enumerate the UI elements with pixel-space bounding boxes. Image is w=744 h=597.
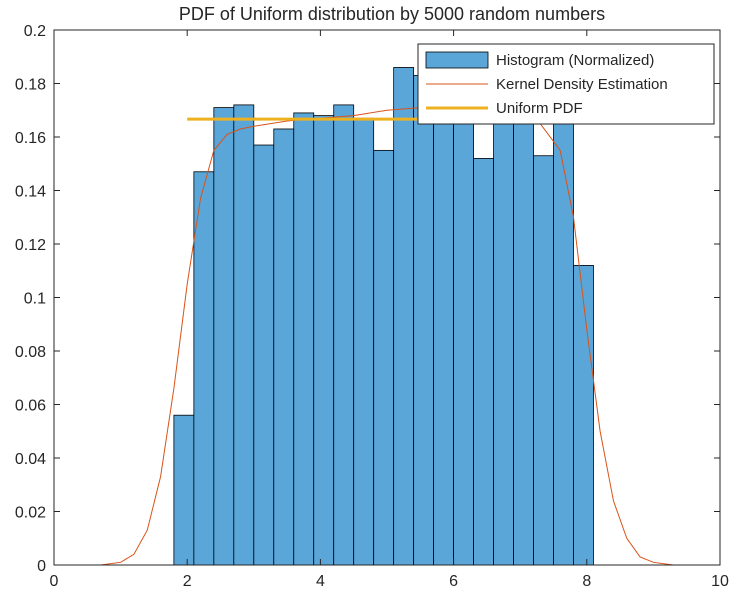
histogram-bar <box>173 414 195 566</box>
y-tick-label: 0.08 <box>15 344 46 361</box>
histogram-bar <box>473 157 494 566</box>
y-tick-label: 0.02 <box>15 505 46 522</box>
histogram-bar <box>333 104 355 566</box>
x-tick-label: 10 <box>711 573 729 590</box>
histogram-bar <box>413 75 435 566</box>
legend: Histogram (Normalized) Kernel Density Est… <box>417 43 715 125</box>
histogram-bar <box>353 117 375 566</box>
histogram-bar <box>493 107 514 566</box>
histogram-bar <box>273 128 295 566</box>
histogram-bar <box>373 149 395 566</box>
kde-line <box>100 107 674 566</box>
x-tick-label: 0 <box>50 573 59 590</box>
y-tick-label: 0.06 <box>15 398 46 415</box>
histogram-bar <box>573 264 594 566</box>
chart-title: PDF of Uniform distribution by 5000 rand… <box>179 4 605 24</box>
x-tick-label: 8 <box>582 573 591 590</box>
x-tick-label: 2 <box>183 573 192 590</box>
y-tick-label: 0.18 <box>15 77 46 94</box>
histogram-bar <box>313 115 335 566</box>
legend-label: Histogram (Normalized) <box>496 52 654 69</box>
y-tick-label: 0.14 <box>15 184 46 201</box>
y-tick-label: 0.16 <box>15 130 46 147</box>
x-tick-label: 4 <box>316 573 325 590</box>
histogram-bar <box>453 88 474 566</box>
histogram-bar <box>213 107 235 566</box>
histogram-bar <box>513 109 534 566</box>
y-tick-label: 0.1 <box>24 291 46 308</box>
x-tick-label: 6 <box>449 573 458 590</box>
histogram-bar <box>253 144 275 566</box>
legend-label: Kernel Density Estimation <box>496 76 668 93</box>
y-tick-label: 0.12 <box>15 237 46 254</box>
y-tick-label: 0.2 <box>24 23 46 40</box>
histogram-bar <box>233 104 255 566</box>
histogram-bar <box>533 155 554 566</box>
histogram-bar <box>393 67 415 566</box>
histogram-bar <box>293 112 315 566</box>
y-tick-label: 0.04 <box>15 451 46 468</box>
histogram-bar <box>193 171 215 566</box>
legend-label: Uniform PDF <box>496 100 583 117</box>
legend-swatch-histogram <box>425 51 489 69</box>
histogram-bar <box>553 107 574 566</box>
y-tick-label: 0 <box>37 558 46 575</box>
histogram-bar <box>433 91 454 566</box>
